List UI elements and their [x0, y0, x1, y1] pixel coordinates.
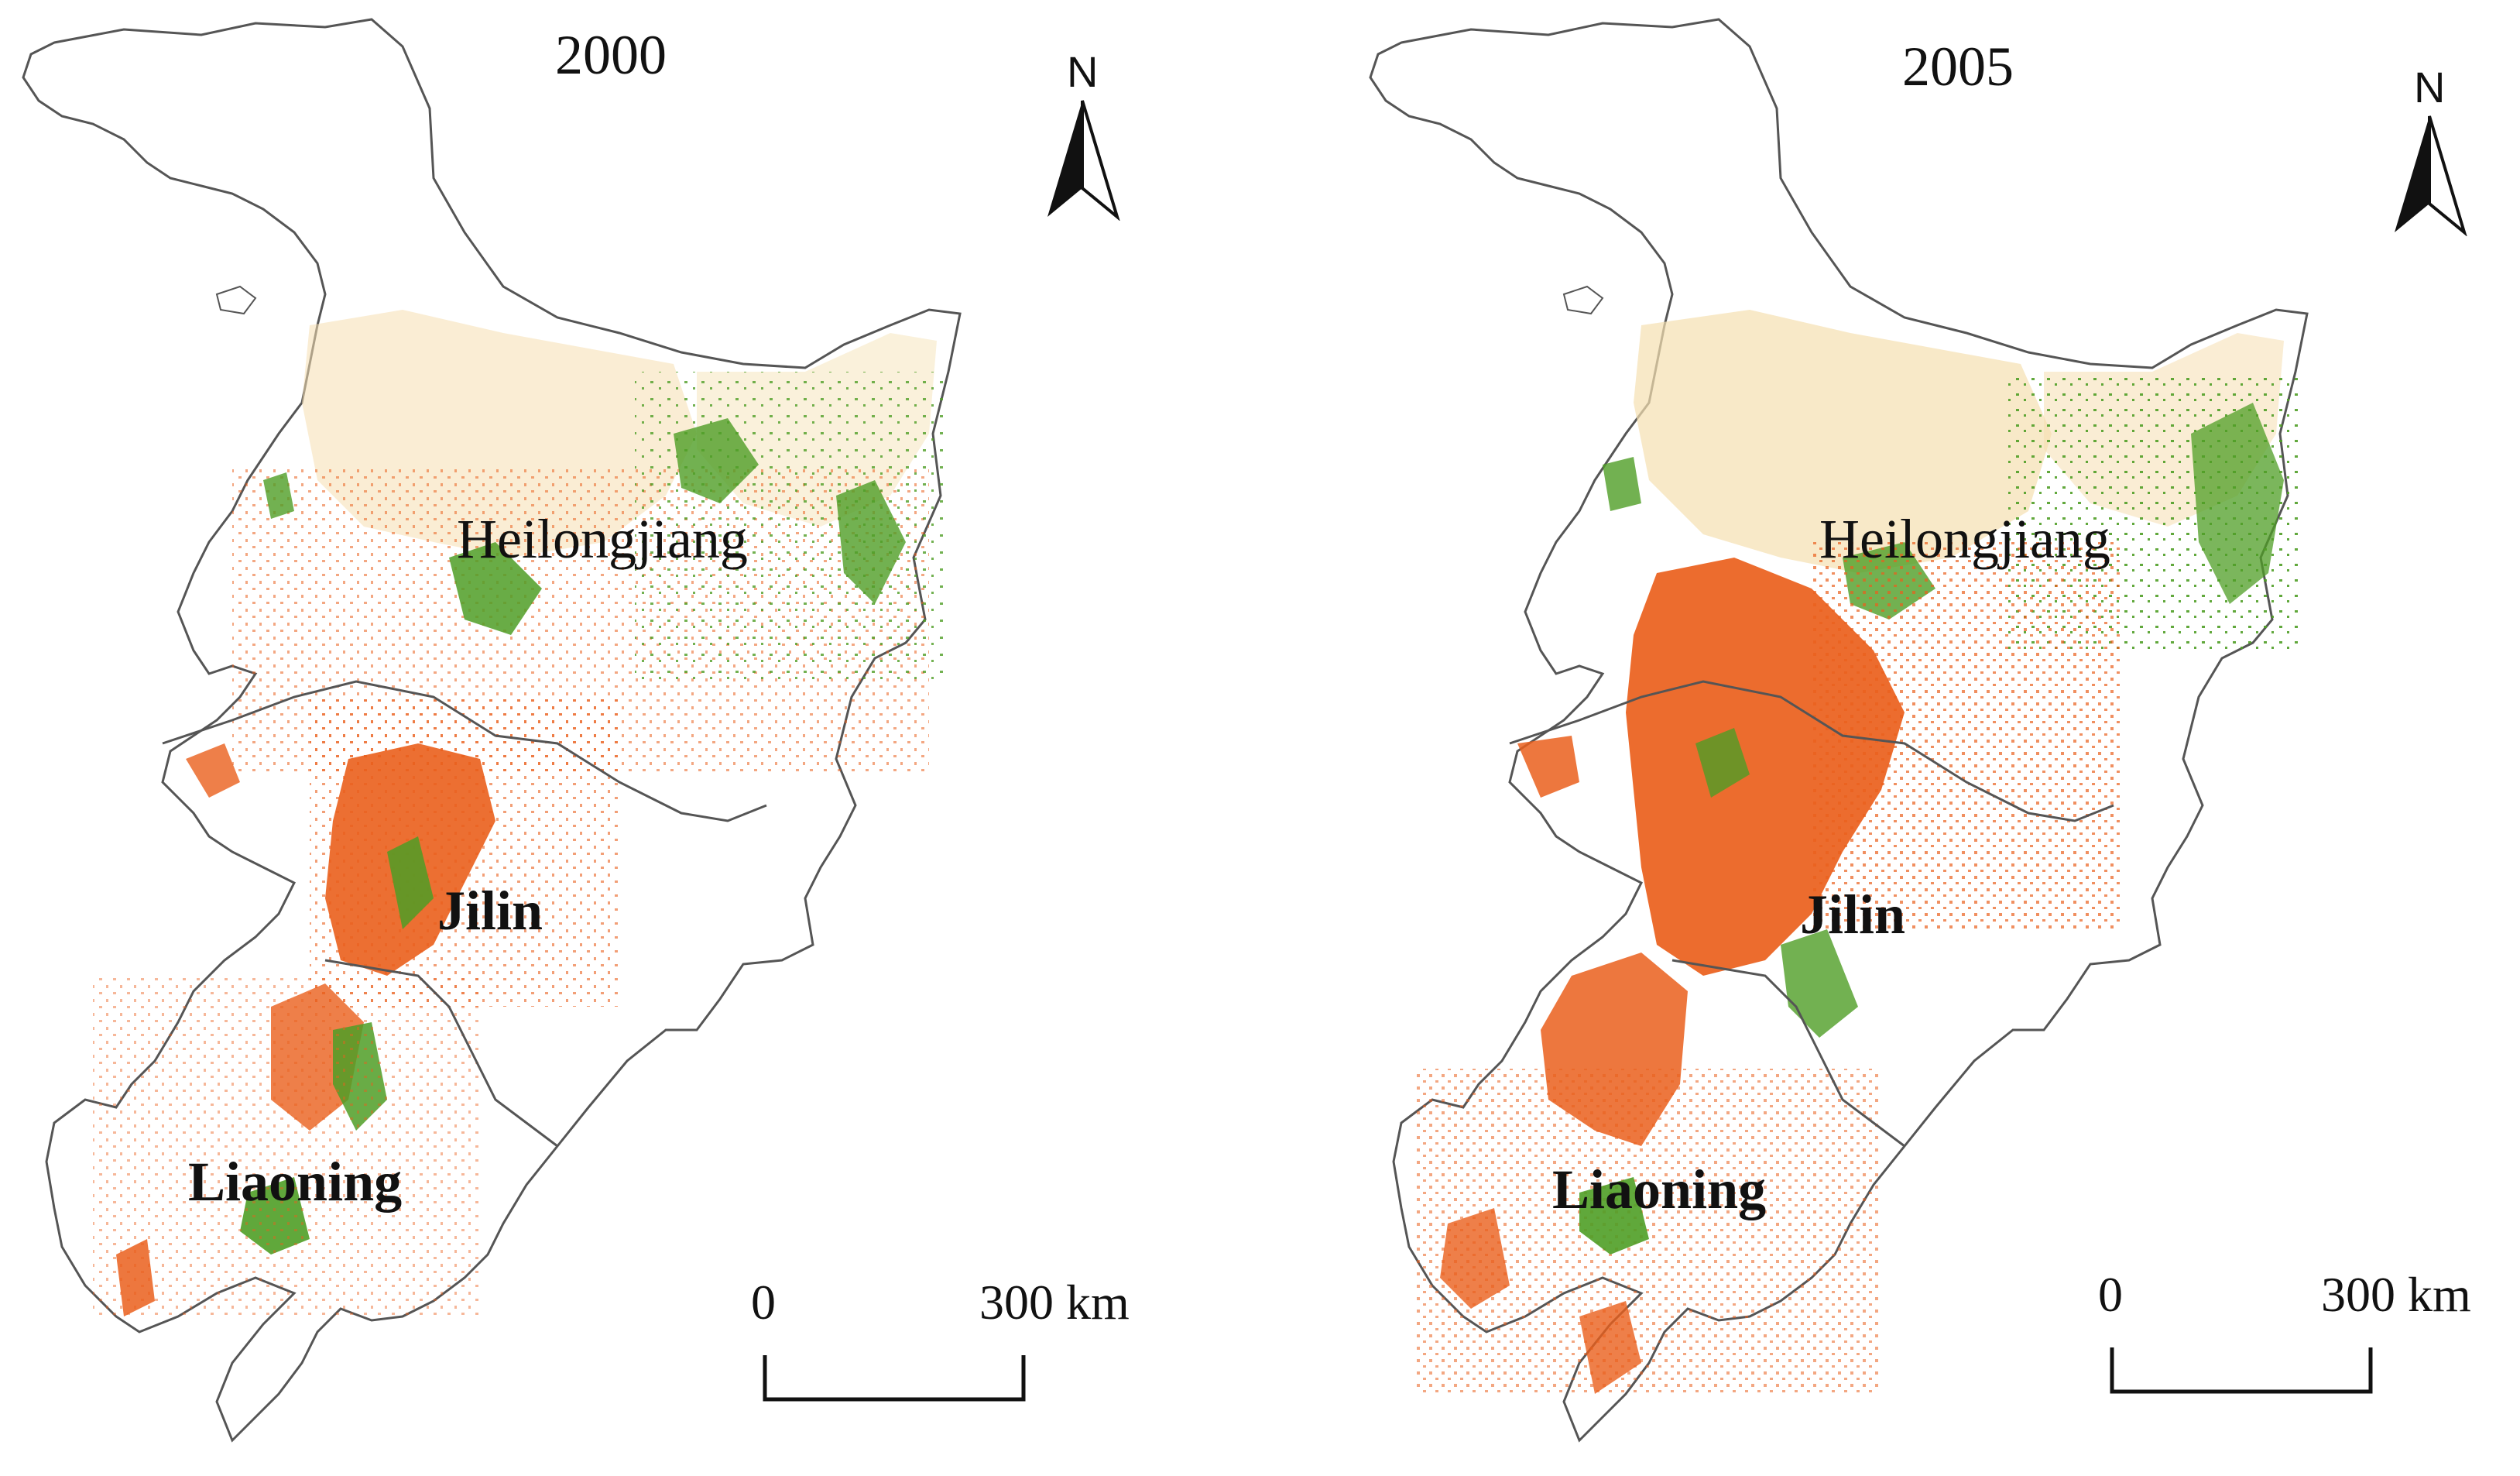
- orange-specks-liaoning: [93, 976, 480, 1316]
- north-arrow-icon: [2395, 115, 2467, 236]
- green-patch: [449, 542, 542, 635]
- year-label: 2000: [555, 24, 667, 86]
- scale-bar: [2110, 1347, 2373, 1394]
- north-arrow-letter: N: [2414, 63, 2446, 112]
- boundary-heilongjiang-jilin: [1509, 680, 2114, 822]
- island-shape: [215, 285, 257, 315]
- green-patch: [263, 472, 294, 519]
- boundary-jilin-liaoning: [1671, 959, 1905, 1148]
- province-label-jilin: Jilin: [437, 880, 543, 942]
- green-patch: [2191, 403, 2284, 604]
- province-label-heilongjiang: Heilongjiang: [1819, 508, 2110, 570]
- orange-patch: [1440, 1208, 1510, 1309]
- scale-bar-zero: 0: [751, 1275, 776, 1330]
- scale-bar-zero: 0: [2098, 1267, 2123, 1322]
- map-2000-canvas: [22, 18, 962, 1443]
- island-shape: [1562, 285, 1604, 315]
- scale-bar-end: 300 km: [979, 1275, 1130, 1330]
- boundary-jilin-liaoning: [324, 959, 558, 1148]
- province-label-jilin: Jilin: [1800, 884, 1906, 946]
- province-label-liaoning: Liaoning: [1552, 1158, 1767, 1220]
- scale-bar: [763, 1355, 1026, 1402]
- year-label: 2005: [1902, 36, 2014, 98]
- map-2005-canvas: [1369, 18, 2309, 1443]
- orange-patch: [1517, 736, 1579, 798]
- province-label-liaoning: Liaoning: [188, 1151, 403, 1213]
- map-panel-2005: 2005 N Heilongjiang Jilin Liaoning 0 300…: [1347, 0, 2520, 1476]
- orange-specks-jilin: [310, 697, 619, 1007]
- green-patch: [836, 480, 906, 604]
- green-patch: [1781, 929, 1858, 1038]
- scale-bar-end: 300 km: [2321, 1267, 2471, 1322]
- green-patch: [1603, 457, 1641, 511]
- green-patch: [1695, 728, 1750, 798]
- map-panel-2000: 2000 N Heilongjiang Jilin Liaoning 0 300…: [22, 18, 1130, 1443]
- green-patch: [387, 836, 434, 929]
- green-patch-liaoning: [1579, 1177, 1649, 1255]
- orange-specks-central: [1812, 542, 2121, 929]
- green-patch: [674, 418, 759, 503]
- orange-patch: [1579, 1301, 1641, 1394]
- boundary-heilongjiang-jilin: [162, 680, 767, 822]
- north-arrow-icon: [1047, 100, 1120, 221]
- north-arrow-letter: N: [1067, 47, 1099, 96]
- beige-landcover-heilongjiang: [1634, 310, 2052, 573]
- province-label-heilongjiang: Heilongjiang: [457, 508, 748, 570]
- orange-patch: [186, 743, 240, 798]
